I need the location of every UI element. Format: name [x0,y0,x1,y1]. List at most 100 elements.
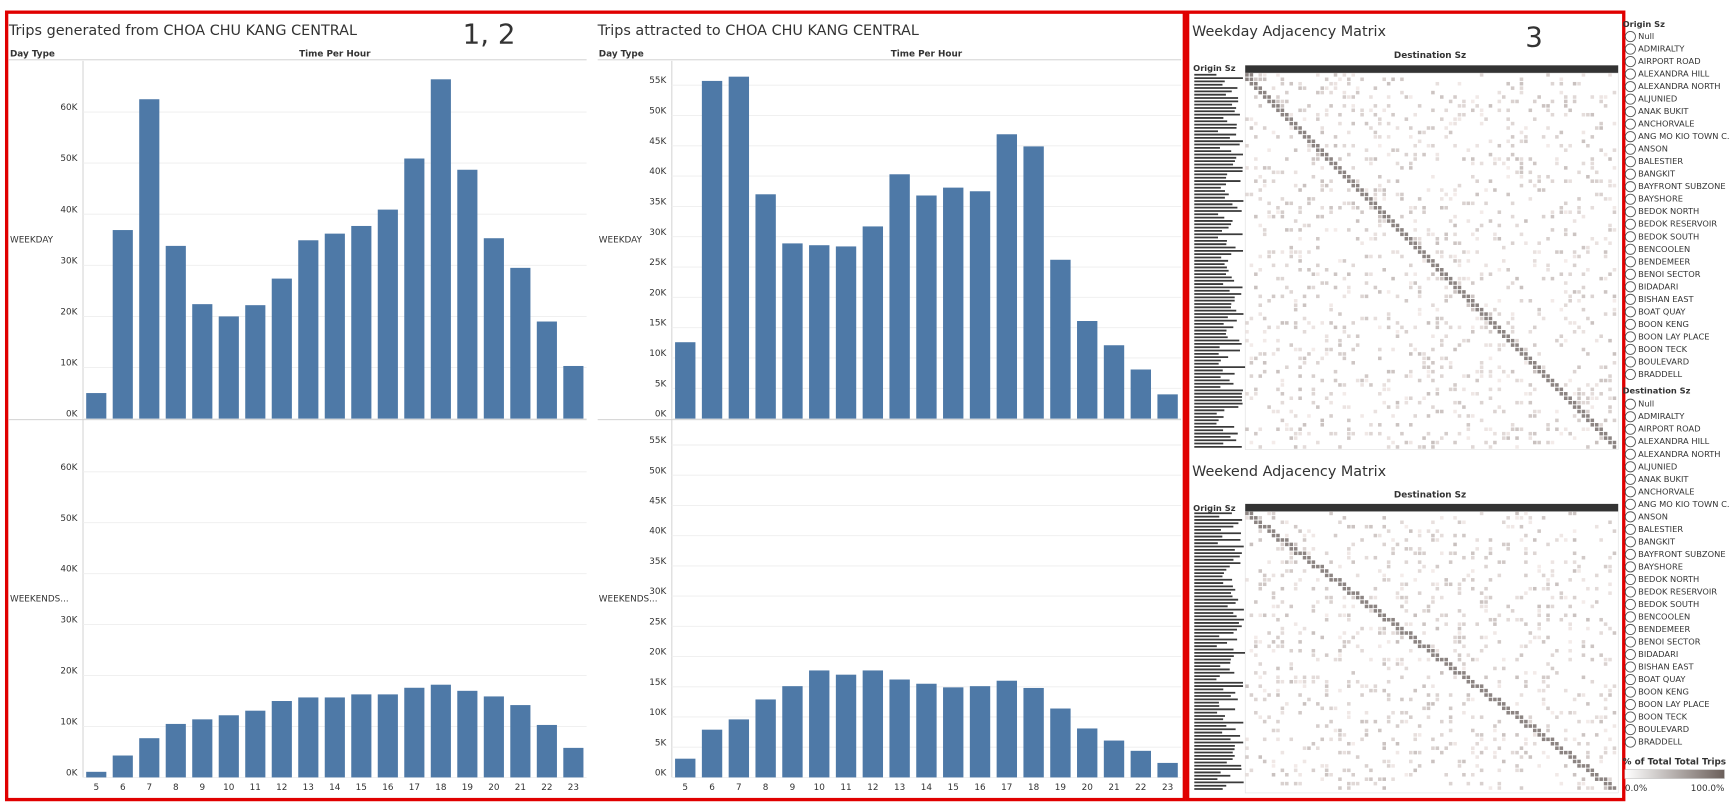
filter-option[interactable]: BOAT QUAY [1638,674,1686,684]
filter-option[interactable]: AIRPORT ROAD [1638,56,1700,66]
filter-radio[interactable] [1624,661,1636,673]
filter-option[interactable]: BAYFRONT SUBZONE [1638,181,1725,191]
filter-radio[interactable] [1624,498,1636,510]
filter-radio[interactable] [1624,711,1636,723]
filter-radio[interactable] [1624,31,1636,43]
filter-radio[interactable] [1624,436,1636,448]
filter-radio[interactable] [1624,636,1636,648]
filter-option[interactable]: ANSON [1638,144,1668,154]
filter-radio[interactable] [1624,423,1636,435]
filter-radio[interactable] [1624,118,1636,130]
filter-option[interactable]: ANG MO KIO TOWN C... [1638,499,1730,509]
filter-option[interactable]: BEDOK NORTH [1638,574,1699,584]
filter-radio[interactable] [1624,473,1636,485]
filter-radio[interactable] [1624,256,1636,268]
filter-radio[interactable] [1624,293,1636,305]
filter-radio[interactable] [1624,736,1636,748]
filter-radio[interactable] [1624,648,1636,661]
filter-radio[interactable] [1624,561,1636,573]
filter-option[interactable]: ALEXANDRA NORTH [1638,449,1720,459]
filter-option[interactable]: ANCHORVALE [1638,486,1694,496]
filter-option[interactable]: ALJUNIED [1638,94,1677,104]
filter-option[interactable]: BEDOK NORTH [1638,206,1699,216]
filter-option[interactable]: BOON TECK [1638,712,1688,722]
filter-radio[interactable] [1624,68,1636,80]
filter-radio[interactable] [1624,398,1636,410]
filter-option[interactable]: ALEXANDRA NORTH [1638,81,1720,91]
filter-radio[interactable] [1624,206,1636,218]
filter-option[interactable]: BEDOK RESERVOIR [1638,586,1717,596]
filter-radio[interactable] [1624,724,1636,736]
filter-option[interactable]: BOON KENG [1638,319,1689,329]
filter-radio[interactable] [1624,243,1636,255]
filter-option[interactable]: AIRPORT ROAD [1638,424,1700,434]
filter-radio[interactable] [1624,181,1636,193]
filter-option[interactable]: ALEXANDRA HILL [1638,69,1710,79]
filter-option[interactable]: BRADDELL [1638,369,1682,379]
filter-option[interactable]: ANG MO KIO TOWN C... [1638,131,1730,141]
filter-option[interactable]: BENOI SECTOR [1638,636,1701,646]
filter-radio[interactable] [1624,343,1636,355]
filter-radio[interactable] [1624,143,1636,155]
filter-radio[interactable] [1624,193,1636,205]
filter-radio[interactable] [1624,598,1636,610]
filter-option[interactable]: Null [1638,31,1654,41]
filter-radio[interactable] [1624,156,1636,168]
filter-radio[interactable] [1624,93,1636,105]
filter-option[interactable]: BISHAN EAST [1638,294,1694,304]
filter-option[interactable]: BIDADARI [1638,281,1678,291]
filter-option[interactable]: BOON KENG [1638,687,1689,697]
filter-radio[interactable] [1624,686,1636,698]
filter-radio[interactable] [1624,331,1636,343]
filter-option[interactable]: BANGKIT [1638,169,1676,179]
filter-option[interactable]: BOULEVARD [1638,724,1689,734]
filter-option[interactable]: BANGKIT [1638,536,1676,546]
filter-radio[interactable] [1624,81,1636,93]
filter-option[interactable]: BAYSHORE [1638,561,1683,571]
filter-radio[interactable] [1624,56,1636,68]
filter-radio[interactable] [1624,461,1636,473]
filter-option[interactable]: ADMIRALTY [1638,44,1685,54]
filter-option[interactable]: BOON LAY PLACE [1638,331,1709,341]
filter-option[interactable]: ALEXANDRA HILL [1638,436,1710,446]
filter-radio[interactable] [1624,511,1636,523]
filter-radio[interactable] [1624,218,1636,230]
filter-option[interactable]: BEDOK RESERVOIR [1638,219,1717,229]
filter-option[interactable]: BOAT QUAY [1638,306,1686,316]
filter-radio[interactable] [1624,548,1636,560]
filter-option[interactable]: ANAK BUKIT [1638,106,1689,116]
filter-option[interactable]: BAYSHORE [1638,194,1683,204]
filter-option[interactable]: ALJUNIED [1638,461,1677,471]
filter-option[interactable]: BEDOK SOUTH [1638,231,1699,241]
filter-radio[interactable] [1624,486,1636,498]
filter-radio[interactable] [1624,448,1636,460]
filter-radio[interactable] [1624,306,1636,318]
filter-radio[interactable] [1624,43,1636,55]
filter-radio[interactable] [1624,368,1636,380]
filter-radio[interactable] [1624,411,1636,423]
filter-option[interactable]: BOON LAY PLACE [1638,699,1709,709]
filter-option[interactable]: BOULEVARD [1638,356,1689,366]
filter-radio[interactable] [1624,623,1636,636]
filter-option[interactable]: BEDOK SOUTH [1638,599,1699,609]
filter-radio[interactable] [1624,673,1636,686]
filter-radio[interactable] [1624,131,1636,143]
filter-option[interactable]: BAYFRONT SUBZONE [1638,549,1725,559]
filter-radio[interactable] [1624,611,1636,623]
filter-radio[interactable] [1624,699,1636,711]
filter-option[interactable]: BIDADARI [1638,649,1678,659]
filter-radio[interactable] [1624,268,1636,280]
filter-option[interactable]: BENCOOLEN [1638,611,1690,621]
filter-radio[interactable] [1624,586,1636,598]
filter-option[interactable]: Null [1638,399,1654,409]
filter-option[interactable]: BENOI SECTOR [1638,269,1701,279]
filter-radio[interactable] [1624,523,1636,535]
filter-radio[interactable] [1624,281,1636,293]
filter-option[interactable]: ADMIRALTY [1638,411,1685,421]
filter-option[interactable]: BOON TECK [1638,344,1688,354]
filter-option[interactable]: BENDEMEER [1638,256,1690,266]
filter-option[interactable]: BALESTIER [1638,156,1683,166]
filter-option[interactable]: ANSON [1638,511,1668,521]
filter-option[interactable]: ANCHORVALE [1638,119,1694,129]
filter-option[interactable]: BALESTIER [1638,524,1683,534]
